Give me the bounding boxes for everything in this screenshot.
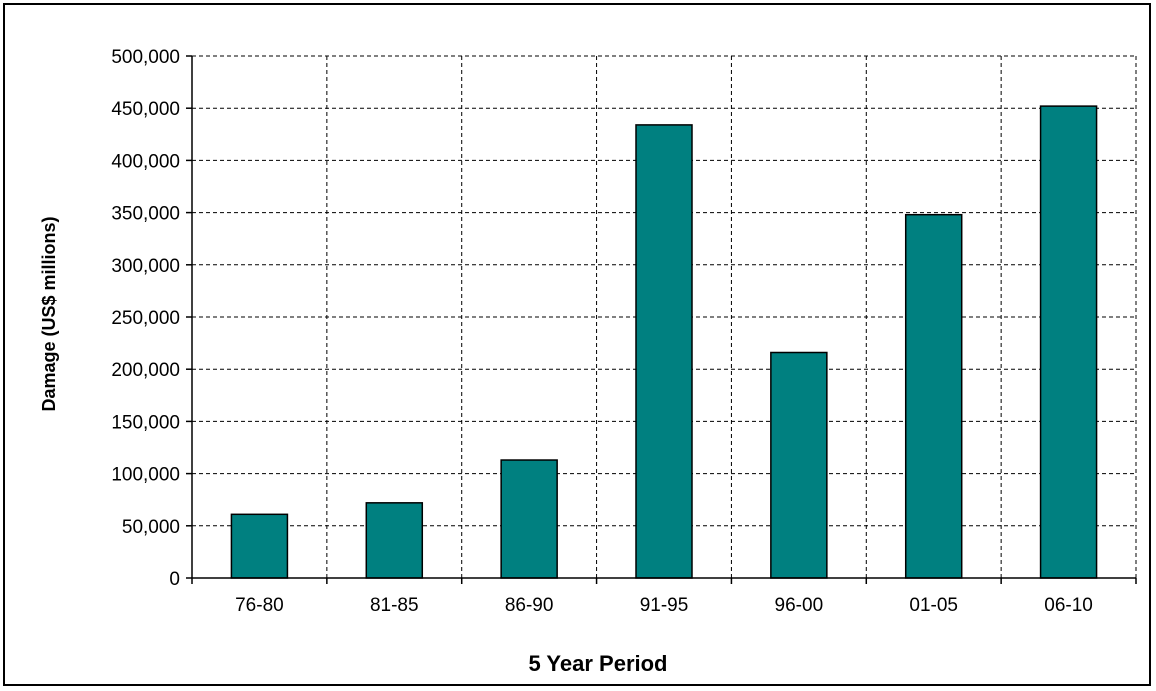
y-axis-title: Damage (US$ millions) <box>39 216 59 411</box>
y-tick-labels: 0 50,000 100,000 150,000 200,000 250,000 300,0… <box>111 47 180 590</box>
bar-76-80 <box>230 513 289 579</box>
y-tick-label: 450,000 <box>111 99 180 120</box>
bar-06-10 <box>1039 105 1098 579</box>
x-tick-label: 96-00 <box>775 595 824 616</box>
gridlines <box>192 55 1137 578</box>
bars <box>230 105 1098 579</box>
y-tick-label: 400,000 <box>111 151 180 172</box>
y-tick-label: 500,000 <box>111 47 180 68</box>
x-axis-title: 5 Year Period <box>528 651 667 676</box>
y-tick-label: 100,000 <box>111 465 180 486</box>
bar-81-85 <box>365 502 424 579</box>
y-tick-label: 200,000 <box>111 360 180 381</box>
y-tick-label: 150,000 <box>111 412 180 433</box>
x-tick-label: 06-10 <box>1044 595 1093 616</box>
x-tick-label: 86-90 <box>505 595 554 616</box>
x-tick-label: 91-95 <box>640 595 689 616</box>
bar-86-90 <box>500 459 558 579</box>
bar-01-05 <box>904 213 963 579</box>
x-tick-labels: 76-80 81-85 86-90 91-95 96-00 01-05 06-10 <box>235 595 1093 616</box>
x-tick-label: 01-05 <box>909 595 958 616</box>
bar-91-95 <box>635 124 693 579</box>
y-tick-label: 0 <box>169 569 180 590</box>
x-tick-label: 81-85 <box>370 595 419 616</box>
axes <box>186 55 1137 584</box>
bar-96-00 <box>770 351 828 579</box>
y-tick-label: 250,000 <box>111 308 180 329</box>
x-tick-label: 76-80 <box>235 595 284 616</box>
y-tick-label: 50,000 <box>122 517 180 538</box>
y-tick-label: 350,000 <box>111 204 180 225</box>
y-tick-label: 300,000 <box>111 256 180 277</box>
